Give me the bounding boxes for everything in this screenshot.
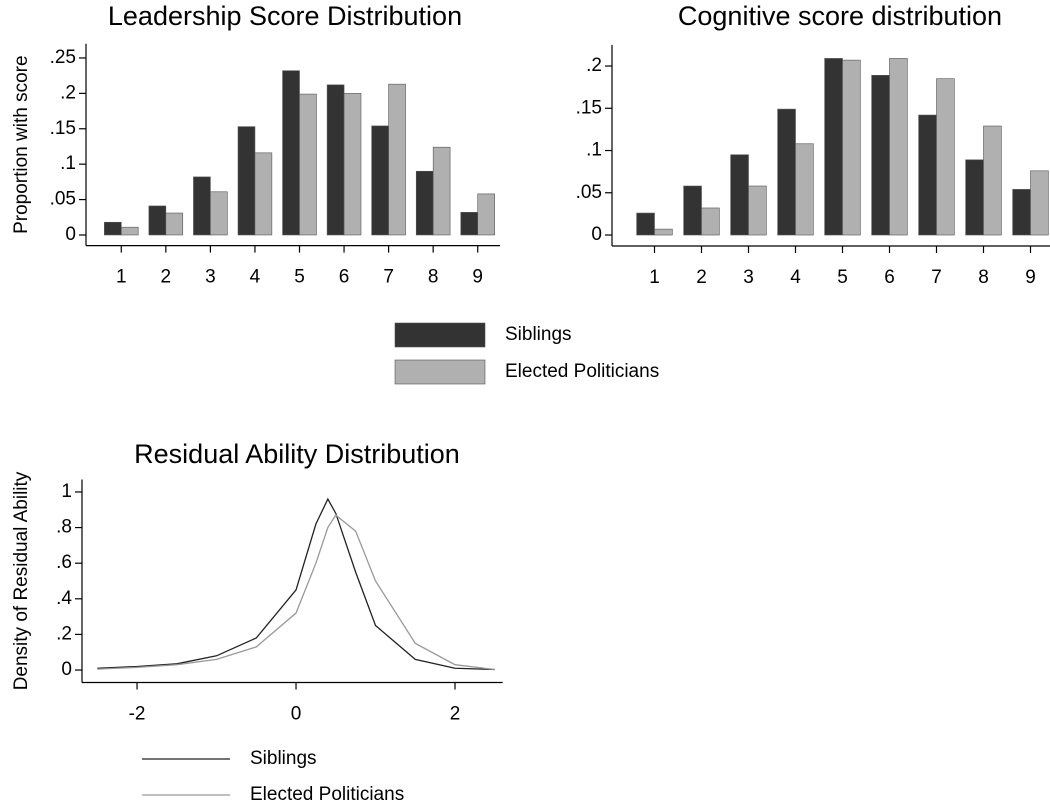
y-tick-label: 0 [65, 224, 76, 245]
bar [730, 154, 749, 236]
x-tick-label: -2 [129, 704, 146, 725]
bar [120, 226, 139, 236]
bar [343, 93, 362, 236]
bar [237, 126, 256, 236]
y-tick-label: .15 [576, 97, 602, 118]
chart-title: Residual Ability Distribution [134, 439, 460, 469]
x-tick-label: 4 [250, 267, 261, 288]
bar [824, 58, 843, 236]
y-tick-label: .2 [56, 623, 72, 644]
line [97, 514, 495, 671]
bar [683, 185, 702, 236]
bar [701, 207, 720, 236]
bar [148, 205, 167, 236]
bar [193, 176, 211, 236]
bar [983, 125, 1002, 236]
y-tick-label: .1 [586, 140, 602, 161]
bar [965, 159, 984, 236]
x-tick-label: 8 [978, 267, 989, 288]
x-tick-label: 3 [743, 267, 754, 288]
x-tick-label: 9 [472, 267, 483, 288]
chart-title: Cognitive score distribution [678, 1, 1002, 31]
x-tick-label: 3 [205, 267, 216, 288]
x-tick-label: 2 [696, 267, 707, 288]
bar [282, 70, 300, 236]
x-tick-label: 5 [837, 267, 848, 288]
legend-label: Siblings [505, 324, 572, 345]
x-tick-label: 1 [116, 267, 127, 288]
x-tick-label: 5 [294, 267, 305, 288]
bar [918, 114, 937, 236]
y-tick-label: .1 [60, 153, 76, 174]
bar [165, 212, 184, 236]
legend-swatch [394, 322, 486, 348]
y-axis-title: Proportion with score [11, 55, 32, 233]
bar [871, 75, 890, 236]
y-axis-title: Density of Residual Ability [11, 471, 32, 690]
y-tick-label: 0 [591, 224, 602, 245]
chart-title: Leadership Score Distribution [108, 1, 462, 31]
y-tick-label: .2 [586, 55, 602, 76]
y-tick-label: .15 [50, 118, 76, 139]
bar [254, 152, 273, 236]
bar [842, 59, 861, 236]
legend-swatch [394, 359, 486, 385]
x-tick-label: 2 [161, 267, 172, 288]
legend-label: Siblings [250, 748, 317, 769]
y-tick-label: .05 [50, 189, 76, 210]
y-tick-label: .8 [56, 517, 72, 538]
legend-label: Elected Politicians [250, 784, 404, 805]
bar [371, 125, 389, 236]
y-tick-label: 1 [61, 481, 72, 502]
bar [432, 146, 451, 236]
x-tick-label: 9 [1025, 267, 1036, 288]
bar [210, 191, 228, 236]
x-tick-label: 7 [383, 267, 394, 288]
bar [936, 78, 955, 236]
bar [795, 143, 814, 236]
bar [748, 185, 767, 236]
y-tick-label: .05 [576, 182, 602, 203]
bar [460, 212, 479, 236]
bar [326, 84, 345, 236]
bar [388, 83, 406, 236]
x-tick-label: 6 [339, 267, 350, 288]
y-tick-label: .6 [56, 552, 72, 573]
x-tick-label: 6 [884, 267, 895, 288]
y-tick-label: .25 [50, 47, 76, 68]
x-tick-label: 8 [428, 267, 439, 288]
bar [299, 93, 317, 236]
bar [104, 221, 122, 236]
line [97, 497, 495, 671]
y-tick-label: .4 [56, 588, 72, 609]
x-tick-label: 7 [931, 267, 942, 288]
bar [415, 170, 434, 236]
x-tick-label: 0 [291, 704, 302, 725]
bar [777, 108, 796, 236]
y-tick-label: 0 [61, 659, 72, 680]
bar [889, 58, 908, 236]
y-tick-label: .2 [60, 82, 76, 103]
bar [1030, 170, 1049, 236]
bar [654, 228, 673, 236]
bar [636, 212, 655, 236]
bar [477, 193, 495, 236]
x-tick-label: 4 [790, 267, 801, 288]
legend-label: Elected Politicians [505, 361, 659, 382]
x-tick-label: 1 [649, 267, 660, 288]
x-tick-label: 2 [450, 704, 461, 725]
bar [1012, 189, 1031, 236]
